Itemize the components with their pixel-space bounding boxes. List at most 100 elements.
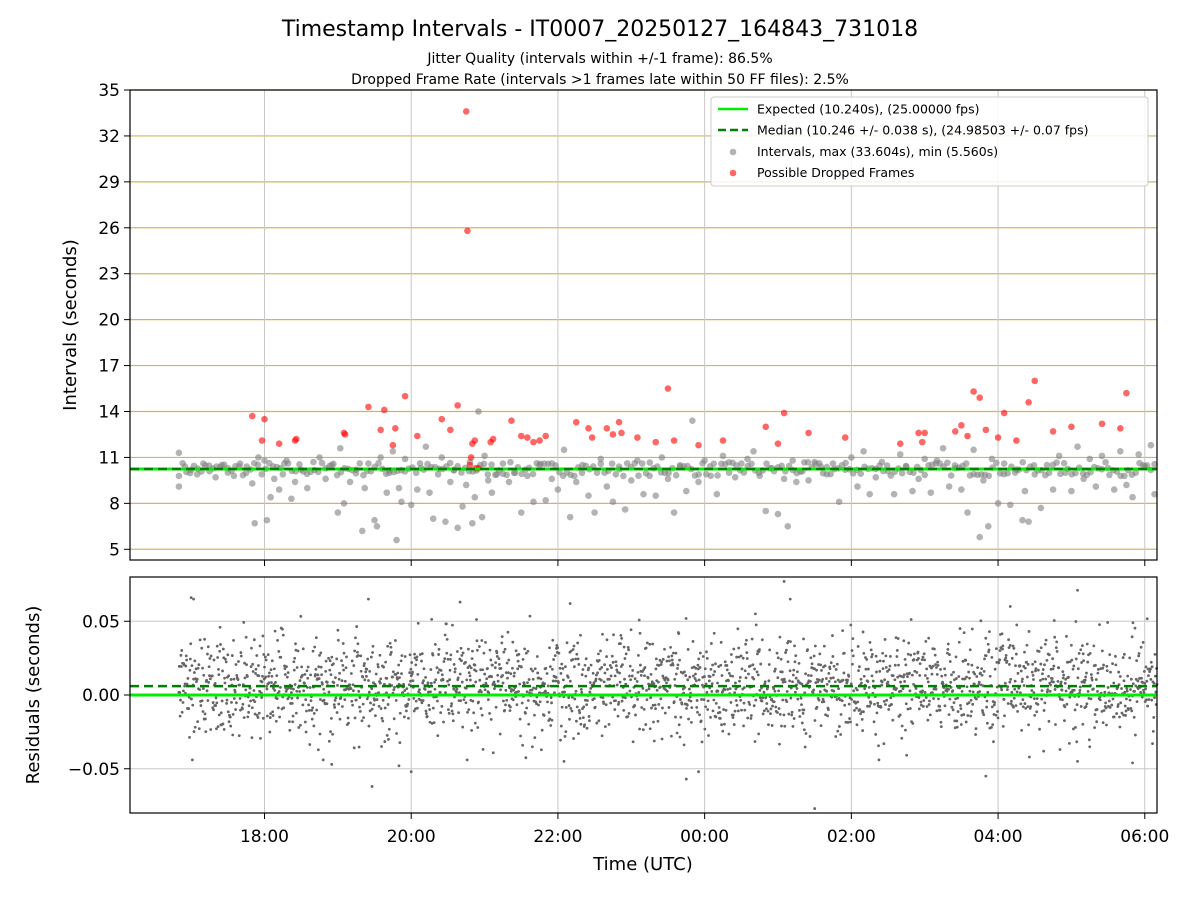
interval-point (1106, 471, 1113, 479)
residual-point (709, 715, 712, 719)
residual-point (614, 699, 617, 703)
residual-point (558, 666, 562, 670)
residual-point (948, 697, 952, 701)
residual-point (723, 722, 726, 726)
residual-point (302, 689, 306, 693)
residual-point (544, 689, 547, 693)
residual-point (975, 675, 979, 678)
residual-point (1027, 755, 1031, 759)
interval-point (542, 496, 549, 504)
residual-point (1045, 659, 1049, 662)
residual-point (249, 665, 253, 668)
interval-point (218, 461, 225, 469)
residual-point (966, 662, 970, 666)
residual-point (488, 711, 491, 715)
residual-point (286, 671, 290, 675)
residual-point (707, 734, 710, 737)
interval-point (270, 475, 278, 483)
residual-point (1008, 663, 1011, 666)
dropped-frame-point (1123, 389, 1130, 397)
residual-point (524, 711, 527, 715)
residual-point (1072, 727, 1075, 731)
residual-point (1108, 653, 1112, 657)
residual-point (947, 687, 951, 691)
residual-point (407, 716, 410, 720)
residual-point (394, 673, 398, 676)
residual-point (1107, 691, 1111, 695)
interval-point (230, 472, 238, 480)
residual-point (719, 663, 723, 667)
residual-point (884, 654, 888, 658)
residual-point (1127, 708, 1130, 711)
residual-point (1011, 644, 1015, 648)
residual-point (931, 664, 935, 668)
residual-point (1023, 650, 1026, 654)
dropped-frame-point (341, 431, 349, 438)
residual-point (1021, 705, 1025, 709)
residual-point (636, 653, 640, 657)
residual-point (626, 646, 630, 649)
interval-point (175, 472, 183, 480)
residual-point (518, 682, 522, 686)
residual-point (831, 655, 835, 658)
interval-point (488, 461, 495, 468)
residual-point (275, 697, 279, 701)
interval-point (872, 474, 880, 481)
residual-point (547, 710, 551, 714)
residual-point (640, 706, 644, 709)
residual-point (702, 698, 706, 701)
residual-point (333, 705, 337, 709)
residual-point (517, 690, 520, 693)
interval-point (621, 506, 629, 513)
residual-point (200, 699, 204, 703)
interval-point (585, 492, 592, 500)
residual-point (596, 671, 600, 675)
interval-point (1006, 501, 1014, 509)
residual-point (269, 712, 273, 716)
residual-point (971, 702, 975, 706)
residual-point (599, 649, 602, 653)
residual-point (303, 672, 307, 676)
residual-point (1080, 644, 1084, 648)
residual-point (485, 677, 489, 681)
residual-point (819, 724, 823, 728)
residual-point (1015, 623, 1019, 627)
residual-point (701, 655, 705, 658)
interval-point (985, 472, 993, 480)
residual-point (761, 712, 765, 716)
residual-point (889, 696, 893, 700)
residual-point (237, 734, 241, 738)
residual-point (400, 654, 404, 658)
residual-point (674, 651, 678, 655)
residual-point (228, 715, 232, 719)
residual-point (231, 733, 235, 737)
residual-point (939, 720, 943, 724)
residual-point (517, 652, 521, 656)
residual-point (318, 732, 322, 736)
residual-point (409, 770, 413, 774)
residual-point (769, 707, 773, 711)
residual-point (458, 600, 462, 604)
residual-point (342, 651, 346, 655)
interval-point (1147, 441, 1155, 449)
residual-point (964, 659, 968, 662)
interval-point (389, 448, 397, 455)
residual-point (340, 705, 344, 708)
residual-point (853, 709, 856, 712)
residual-point (959, 704, 962, 707)
residual-point (370, 687, 374, 691)
residual-point (277, 649, 281, 653)
residual-point (704, 705, 708, 709)
residual-point (268, 716, 272, 719)
residual-point (659, 685, 662, 689)
intervals-x-ticks (263, 560, 1146, 566)
residuals-y-tick-label: 0.00 (82, 686, 120, 706)
residual-point (1018, 664, 1022, 668)
dropped-frame-point (261, 415, 268, 423)
residual-point (448, 668, 452, 672)
residual-point (908, 671, 911, 675)
residual-point (232, 638, 235, 642)
residual-point (821, 677, 825, 681)
residual-point (595, 721, 599, 725)
intervals-y-tick-label: 5 (109, 540, 120, 560)
